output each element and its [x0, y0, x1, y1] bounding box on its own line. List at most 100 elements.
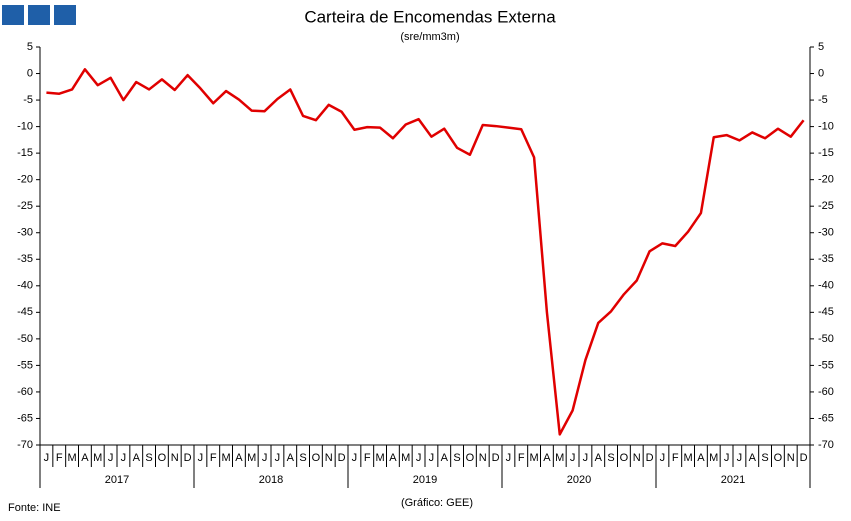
y-tick-label: -35: [17, 253, 33, 265]
y-tick-label-right: -70: [818, 439, 834, 451]
x-tick-label: A: [749, 452, 757, 464]
x-tick-label: N: [171, 452, 179, 464]
x-tick-label: A: [133, 452, 141, 464]
x-tick-label: J: [121, 452, 127, 464]
y-tick-label: -30: [17, 227, 33, 239]
data-line: [46, 68, 805, 436]
x-tick-label: D: [184, 452, 192, 464]
y-tick-label-right: -40: [818, 280, 834, 292]
y-tick-label-right: -10: [818, 121, 834, 133]
x-tick-label: A: [235, 452, 243, 464]
x-tick-label: N: [325, 452, 333, 464]
x-tick-label: M: [529, 452, 538, 464]
y-tick-label-right: -5: [818, 94, 828, 106]
x-tick-label: D: [338, 452, 346, 464]
x-tick-label: M: [375, 452, 384, 464]
y-tick-label: -15: [17, 147, 33, 159]
x-tick-label: F: [672, 452, 679, 464]
x-tick-label: S: [145, 452, 152, 464]
y-tick-label-right: -30: [818, 227, 834, 239]
x-tick-label: M: [67, 452, 76, 464]
x-tick-label: F: [56, 452, 63, 464]
year-label: 2019: [413, 474, 437, 486]
x-tick-label: A: [287, 452, 295, 464]
x-tick-label: F: [364, 452, 371, 464]
x-tick-label: O: [158, 452, 167, 464]
x-tick-label: J: [660, 452, 666, 464]
year-label: 2021: [721, 474, 745, 486]
y-tick-label: -55: [17, 359, 33, 371]
y-tick-label-right: -15: [818, 147, 834, 159]
logo-block: [28, 5, 50, 25]
x-tick-label: D: [800, 452, 808, 464]
x-tick-label: M: [683, 452, 692, 464]
x-tick-label: J: [583, 452, 589, 464]
x-tick-label: N: [633, 452, 641, 464]
x-tick-label: D: [492, 452, 500, 464]
x-tick-label: M: [555, 452, 564, 464]
x-tick-label: J: [262, 452, 268, 464]
x-tick-label: S: [761, 452, 768, 464]
y-tick-label-right: -25: [818, 200, 834, 212]
y-tick-label: -50: [17, 333, 33, 345]
y-tick-label: -40: [17, 280, 33, 292]
year-label: 2018: [259, 474, 283, 486]
year-label: 2020: [567, 474, 591, 486]
x-tick-label: J: [737, 452, 743, 464]
x-tick-label: O: [620, 452, 629, 464]
y-tick-label-right: 5: [818, 41, 824, 53]
x-tick-label: M: [709, 452, 718, 464]
x-tick-label: J: [724, 452, 730, 464]
x-tick-label: J: [108, 452, 114, 464]
y-tick-label: -20: [17, 174, 33, 186]
y-tick-label: -5: [23, 94, 33, 106]
x-tick-label: D: [646, 452, 654, 464]
y-tick-label: -60: [17, 386, 33, 398]
x-tick-label: F: [518, 452, 525, 464]
x-tick-label: N: [787, 452, 795, 464]
x-tick-label: J: [198, 452, 204, 464]
y-tick-label: -25: [17, 200, 33, 212]
y-tick-label: -70: [17, 439, 33, 451]
y-tick-label-right: -65: [818, 412, 834, 424]
x-tick-label: N: [479, 452, 487, 464]
x-tick-label: J: [275, 452, 281, 464]
y-tick-label: -65: [17, 412, 33, 424]
x-tick-label: S: [299, 452, 306, 464]
x-tick-label: S: [453, 452, 460, 464]
y-tick-label-right: -45: [818, 306, 834, 318]
x-tick-label: S: [607, 452, 614, 464]
x-tick-label: O: [466, 452, 475, 464]
y-tick-label: 0: [27, 67, 33, 79]
x-tick-label: A: [81, 452, 89, 464]
x-tick-label: J: [429, 452, 435, 464]
x-tick-label: O: [312, 452, 321, 464]
x-tick-label: A: [595, 452, 603, 464]
chart-title: Carteira de Encomendas Externa: [304, 7, 556, 26]
y-tick-label: -45: [17, 306, 33, 318]
y-tick-label-right: 0: [818, 67, 824, 79]
y-tick-label-right: -50: [818, 333, 834, 345]
x-tick-label: M: [401, 452, 410, 464]
x-tick-label: M: [247, 452, 256, 464]
y-tick-label-right: -20: [818, 174, 834, 186]
x-tick-label: A: [543, 452, 551, 464]
x-tick-label: A: [389, 452, 397, 464]
x-tick-label: O: [774, 452, 783, 464]
y-tick-label: 5: [27, 41, 33, 53]
logo-block: [2, 5, 24, 25]
x-tick-label: M: [93, 452, 102, 464]
x-tick-label: J: [416, 452, 422, 464]
year-label: 2017: [105, 474, 129, 486]
x-tick-label: J: [570, 452, 576, 464]
y-tick-label: -10: [17, 121, 33, 133]
x-tick-label: M: [221, 452, 230, 464]
x-tick-label: F: [210, 452, 217, 464]
y-tick-label-right: -60: [818, 386, 834, 398]
logo-block: [54, 5, 76, 25]
chart-subtitle: (sre/mm3m): [400, 31, 459, 43]
x-tick-label: J: [44, 452, 50, 464]
credit: (Gráfico: GEE): [401, 497, 473, 509]
x-tick-label: A: [441, 452, 449, 464]
